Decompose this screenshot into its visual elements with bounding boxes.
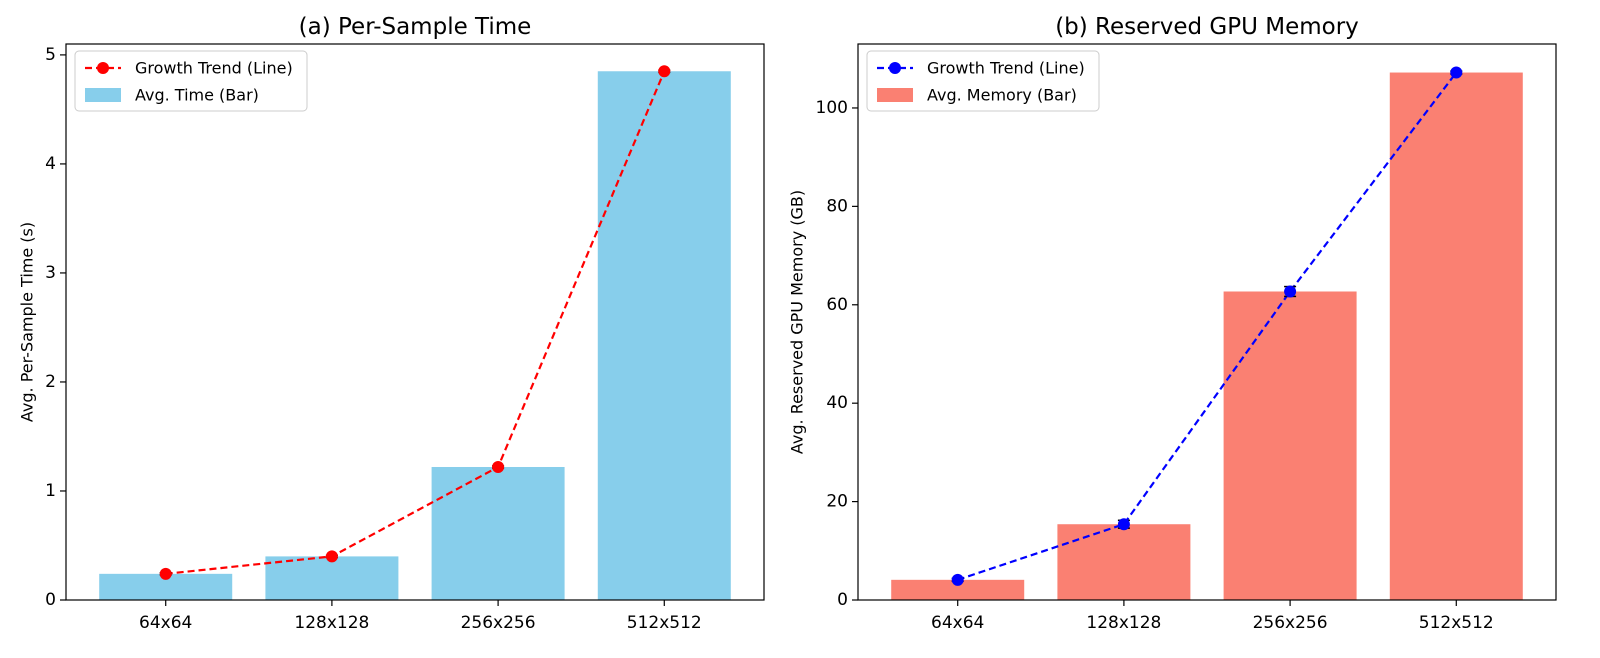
y-tick-label: 100 bbox=[816, 98, 848, 118]
trend-line bbox=[957, 71, 1458, 581]
bar-512x512 bbox=[597, 71, 731, 601]
x-tick-label: 64x64 bbox=[139, 613, 192, 633]
y-tick-label: 2 bbox=[45, 372, 56, 392]
trend-line bbox=[165, 70, 666, 575]
bar-64x64 bbox=[891, 579, 1025, 600]
y-tick-label: 0 bbox=[45, 590, 56, 610]
y-tick-label: 20 bbox=[826, 492, 848, 512]
y-tick-label: 40 bbox=[826, 393, 848, 413]
chart-panel-1: (a) Per-Sample Time Avg. Per-Sample Time … bbox=[18, 14, 765, 633]
chart-title: (b) Reserved GPU Memory bbox=[1055, 14, 1359, 40]
legend-label-line: Growth Trend (Line) bbox=[927, 59, 1085, 78]
y-axis-label: Avg. Per-Sample Time (s) bbox=[18, 222, 37, 422]
bar-256x256 bbox=[1223, 291, 1357, 600]
y-tick-label: 1 bbox=[45, 481, 56, 501]
x-tick-label: 128x128 bbox=[294, 613, 369, 633]
y-tick-label: 3 bbox=[45, 263, 56, 283]
trend-point-256x256 bbox=[492, 460, 505, 473]
trend-point-512x512 bbox=[658, 65, 671, 78]
x-tick-label: 512x512 bbox=[627, 613, 702, 633]
trend-point-128x128 bbox=[1117, 518, 1130, 531]
trend-point-512x512 bbox=[1450, 66, 1463, 79]
trend-point-256x256 bbox=[1284, 285, 1297, 298]
x-tick-label: 64x64 bbox=[931, 613, 984, 633]
y-tick-label: 4 bbox=[45, 154, 56, 174]
y-tick-label: 0 bbox=[837, 590, 848, 610]
bar-128x128 bbox=[1057, 524, 1191, 600]
plot-frame bbox=[857, 43, 1557, 601]
plot-frame bbox=[65, 43, 765, 601]
legend-box bbox=[866, 50, 1100, 112]
legend-line-marker bbox=[97, 62, 109, 74]
y-tick-label: 60 bbox=[826, 295, 848, 315]
legend-box bbox=[74, 50, 308, 112]
chart-title: (a) Per-Sample Time bbox=[299, 14, 532, 40]
bar-256x256 bbox=[431, 466, 565, 600]
legend-bar-swatch bbox=[877, 88, 913, 102]
legend-line-marker bbox=[889, 62, 901, 74]
y-tick-label: 5 bbox=[45, 45, 56, 65]
x-tick-label: 256x256 bbox=[1253, 613, 1328, 633]
legend-label-bar: Avg. Time (Bar) bbox=[135, 86, 259, 105]
y-axis-label: Avg. Reserved GPU Memory (GB) bbox=[788, 190, 807, 454]
trend-point-64x64 bbox=[159, 567, 172, 580]
x-tick-label: 128x128 bbox=[1086, 613, 1161, 633]
legend: Growth Trend (Line) Avg. Memory (Bar) bbox=[866, 50, 1100, 112]
legend: Growth Trend (Line) Avg. Time (Bar) bbox=[74, 50, 308, 112]
trend-point-64x64 bbox=[951, 573, 964, 586]
x-tick-label: 512x512 bbox=[1419, 613, 1494, 633]
y-tick-label: 80 bbox=[826, 196, 848, 216]
trend-point-128x128 bbox=[325, 550, 338, 563]
x-tick-label: 256x256 bbox=[461, 613, 536, 633]
chart-panel-2: (b) Reserved GPU Memory Avg. Reserved GPU… bbox=[788, 14, 1557, 633]
legend-bar-swatch bbox=[85, 88, 121, 102]
bar-512x512 bbox=[1389, 72, 1523, 600]
bar-128x128 bbox=[265, 556, 399, 600]
legend-label-line: Growth Trend (Line) bbox=[135, 59, 293, 78]
legend-label-bar: Avg. Memory (Bar) bbox=[927, 86, 1077, 105]
